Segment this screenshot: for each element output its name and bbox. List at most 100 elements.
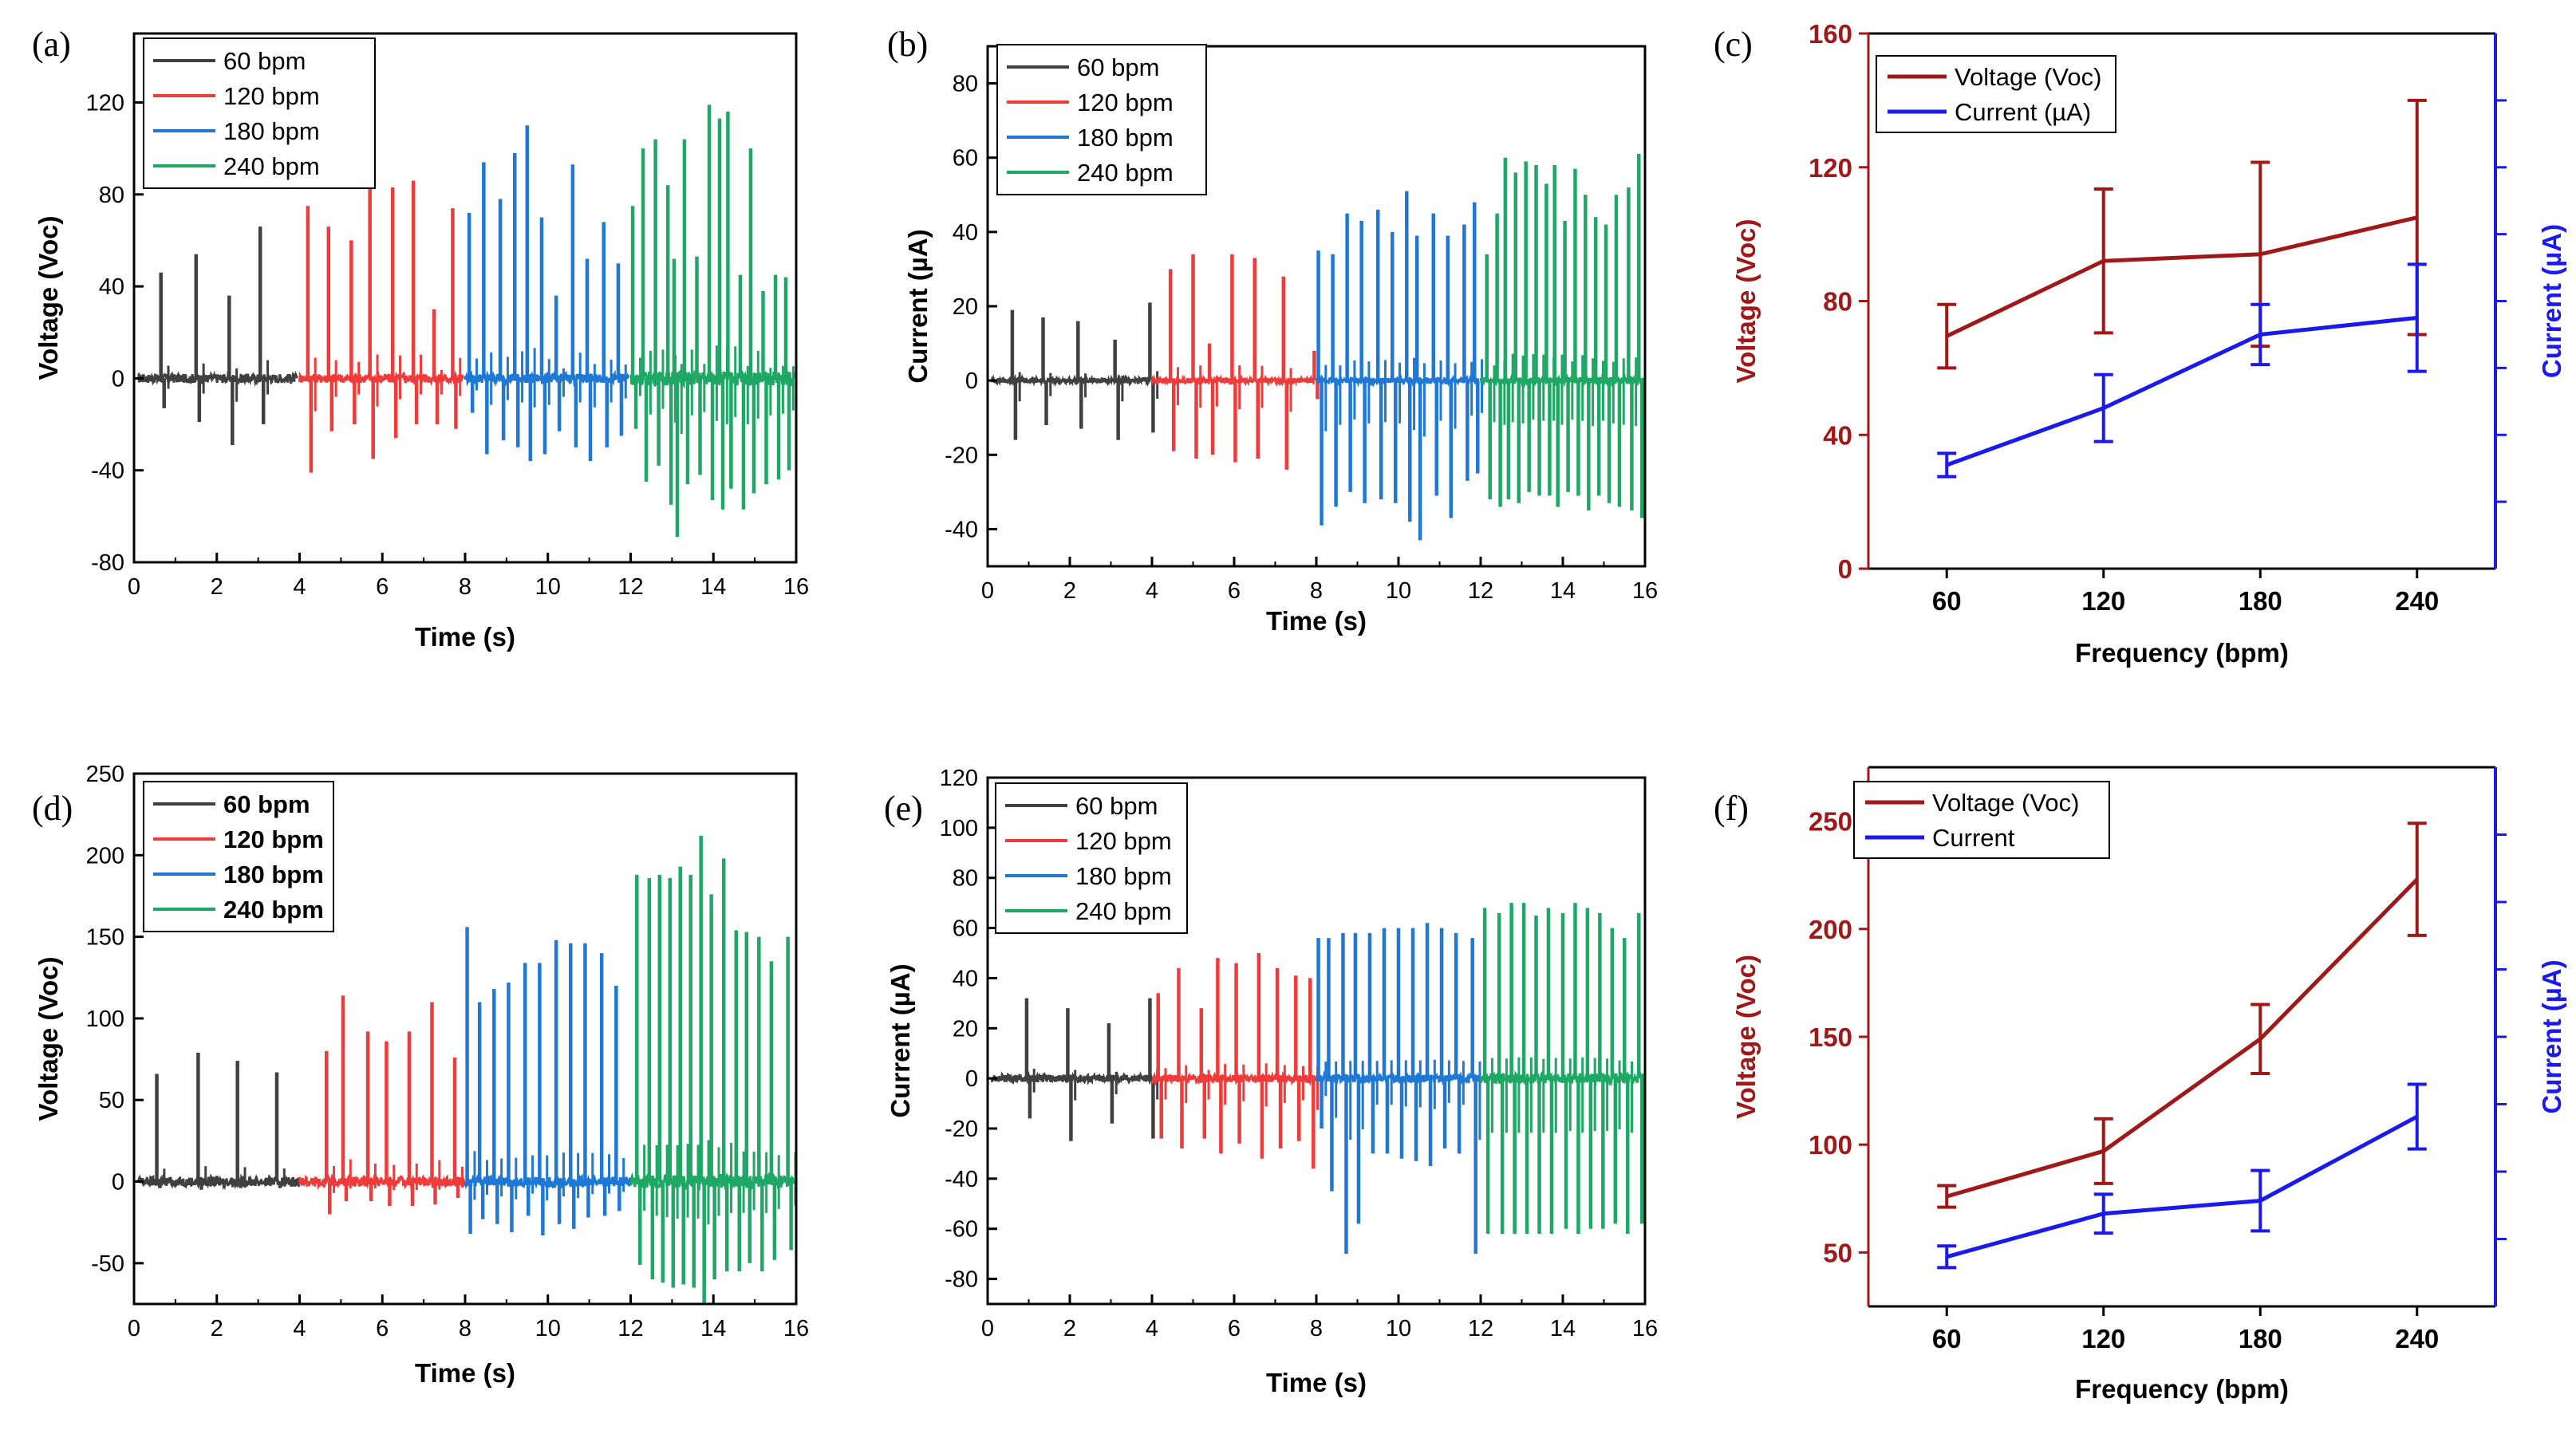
legend-entry: 240 bpm — [1075, 897, 1172, 925]
series-120-bpm — [1150, 254, 1324, 470]
x-tick-label: 6 — [1228, 1316, 1241, 1341]
y-tick-label: 60 — [953, 146, 978, 171]
x-tick-label: 8 — [1310, 1316, 1323, 1341]
y-tick-label: 100 — [1809, 1130, 1852, 1160]
series-60-bpm — [137, 227, 298, 445]
legend-entry: Current — [1932, 824, 2015, 852]
x-tick-label: 8 — [459, 574, 471, 600]
chart-panel-0: 0 2 4 6 8 10 12 14 16 -80 -40 0 40 80 120 Time (s) Volta… — [34, 32, 809, 652]
x-tick-label: 0 — [981, 578, 994, 604]
series-240-bpm — [1479, 903, 1644, 1234]
y-tick-label: 0 — [112, 1170, 124, 1196]
x-tick-label: 0 — [981, 1316, 994, 1341]
legend: 60 bpm 120 bpm 180 bpm 240 bpm — [995, 782, 1188, 934]
y-tick-label: 120 — [1809, 153, 1852, 183]
x-tick-label: 60 — [1932, 586, 1962, 616]
series-240-bpm — [629, 104, 795, 538]
y2-axis-label: Current (µA) — [2537, 224, 2566, 378]
y-tick-label: 200 — [86, 843, 124, 869]
series-Current — [1937, 1082, 2427, 1270]
y-tick-label: 20 — [953, 1016, 978, 1042]
legend-entry: Current (µA) — [1955, 98, 2091, 126]
legend-entry: 120 bpm — [1075, 827, 1172, 855]
series-180-bpm — [1315, 923, 1482, 1255]
legend-entry: 180 bpm — [1077, 124, 1174, 152]
y-tick-label: -40 — [945, 517, 978, 542]
x-tick-label: 10 — [535, 1316, 561, 1341]
x-tick-label: 60 — [1932, 1324, 1962, 1353]
y-tick-label: 20 — [953, 294, 978, 320]
legend-entry: Voltage (Voc) — [1955, 63, 2101, 91]
series-line — [1946, 1114, 2418, 1259]
y-tick-label: 60 — [953, 916, 978, 942]
x-tick-label: 6 — [1228, 578, 1241, 604]
x-tick-label: 14 — [700, 1316, 726, 1341]
legend-entry: 180 bpm — [223, 117, 320, 145]
legend-entry: 240 bpm — [1077, 159, 1174, 187]
baseline-noise — [136, 1173, 301, 1191]
x-tick-label: 4 — [293, 574, 306, 600]
legend-box — [996, 44, 1207, 195]
legend: Voltage (Voc) Current (µA) — [1876, 55, 2116, 133]
series-Current-A- — [1937, 262, 2427, 479]
plot-area — [136, 835, 796, 1304]
series-line — [1946, 315, 2418, 467]
legend-entry: 120 bpm — [223, 82, 320, 110]
x-tick-label: 240 — [2395, 1324, 2439, 1353]
y-tick-label: 40 — [1823, 420, 1852, 450]
x-tick-label: 12 — [617, 574, 643, 600]
y-tick-label: 100 — [940, 816, 978, 841]
x-tick-label: 4 — [1146, 578, 1158, 604]
plot-area — [990, 154, 1644, 541]
y-tick-label: 150 — [1809, 1022, 1852, 1052]
panel-label: (e) — [884, 789, 923, 828]
legend: 60 bpm 120 bpm 180 bpm 240 bpm — [996, 44, 1207, 195]
x-tick-label: 12 — [1468, 578, 1493, 604]
series-line — [1946, 877, 2419, 1199]
y-tick-label: 250 — [1809, 807, 1852, 837]
legend-entry: 120 bpm — [1077, 89, 1174, 116]
panel-label: (f) — [1714, 789, 1749, 828]
legend-entry: 240 bpm — [223, 896, 324, 924]
y-tick-label: -80 — [945, 1267, 978, 1293]
legend: Voltage (Voc) Current — [1853, 781, 2110, 859]
legend-entry: 180 bpm — [223, 861, 324, 888]
x-tick-label: 2 — [211, 574, 223, 600]
y-tick-label: 150 — [86, 925, 124, 951]
series-60-bpm — [136, 1052, 301, 1191]
series-Voltage-Voc- — [1937, 821, 2427, 1209]
legend-entry: Voltage (Voc) — [1932, 789, 2079, 817]
x-tick-label: 8 — [459, 1316, 471, 1341]
y-tick-label: 0 — [965, 368, 978, 394]
series-120-bpm — [1151, 953, 1320, 1169]
x-tick-label: 12 — [1468, 1316, 1493, 1341]
series-60-bpm — [990, 998, 1159, 1141]
y-tick-label: 80 — [953, 72, 978, 97]
legend-entry: 240 bpm — [223, 152, 320, 180]
y-tick-label: 80 — [99, 183, 124, 208]
series-240-bpm — [1479, 154, 1644, 518]
y-axis-label: Current (µA) — [886, 963, 915, 1117]
series-180-bpm — [1316, 191, 1484, 541]
y-tick-label: 50 — [99, 1088, 124, 1113]
x-axis-label: Time (s) — [415, 1358, 515, 1388]
y-tick-label: 50 — [1823, 1238, 1852, 1267]
y-tick-label: 0 — [1838, 554, 1852, 584]
legend: 60 bpm 120 bpm 180 bpm 240 bpm — [143, 781, 334, 932]
chart-panel-5: 60 120 180 240 50 100 150 200 250 Frequency (bpm)… — [1731, 766, 2566, 1404]
x-tick-label: 10 — [1386, 578, 1411, 604]
legend-box — [1853, 781, 2110, 859]
plot-area — [137, 104, 795, 538]
x-axis-label: Time (s) — [1266, 606, 1367, 636]
y-tick-label: 40 — [99, 274, 124, 300]
y-tick-label: 100 — [86, 1007, 124, 1032]
x-tick-label: 240 — [2395, 586, 2439, 616]
x-tick-label: 14 — [1550, 578, 1576, 604]
panel-label: (d) — [32, 789, 73, 828]
y-tick-label: 0 — [112, 366, 124, 392]
series-120-bpm — [298, 995, 467, 1215]
y-tick-label: -20 — [945, 443, 978, 468]
panel-label: (a) — [32, 25, 71, 64]
y-axis-label: Voltage (Voc) — [34, 957, 63, 1121]
y-tick-label: 120 — [86, 90, 124, 116]
